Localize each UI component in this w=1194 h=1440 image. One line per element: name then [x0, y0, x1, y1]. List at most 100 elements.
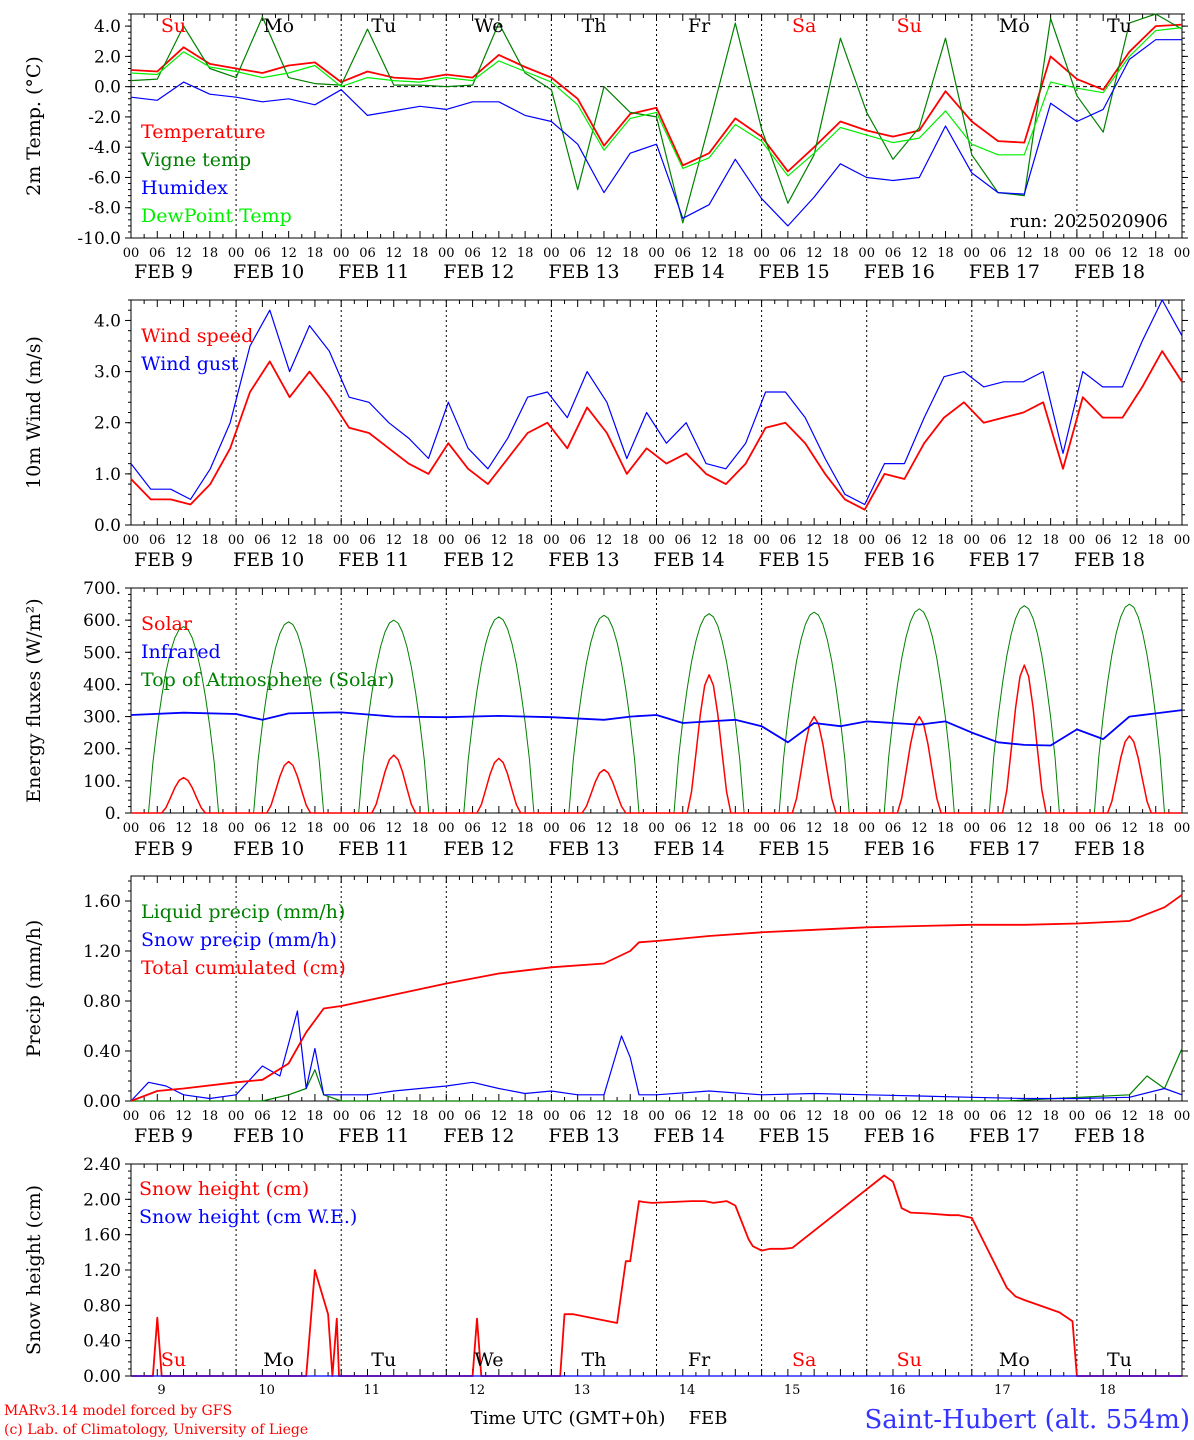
x-hour-label: 18 [832, 1109, 849, 1124]
x-hour-label: 18 [1147, 1109, 1164, 1124]
y-tick-label: 1.60 [83, 1226, 121, 1246]
series-line-dewpoint-temp [130, 27, 1183, 177]
y-tick-label: 3.0 [94, 363, 121, 383]
y-axis-label: 2m Temp. (°C) [23, 56, 45, 196]
x-hour-label: 06 [675, 821, 692, 836]
series-line-snow-precip-mm-h- [130, 1010, 1183, 1102]
x-hour-label: 18 [412, 533, 429, 548]
weekday-label: We [474, 1349, 503, 1371]
x-day-label: FEB 10 [233, 549, 304, 571]
x-hour-label: 00 [333, 246, 350, 261]
weekday-label: Mo [999, 15, 1030, 37]
legend-entry: Infrared [141, 641, 221, 663]
x-hour-label: 06 [780, 533, 797, 548]
x-day-label: FEB 16 [864, 1125, 935, 1147]
x-hour-label: 00 [333, 1109, 350, 1124]
legend-entry: Snow height (cm) [139, 1178, 309, 1200]
x-hour-label: 18 [832, 533, 849, 548]
x-hour-label: 12 [806, 246, 823, 261]
x-hour-label: 12 [491, 1109, 508, 1124]
weekday-label: Th [581, 1349, 606, 1371]
x-day-label: FEB 18 [1074, 838, 1145, 860]
x-hour-label: 12 [175, 246, 192, 261]
x-hour-label: 00 [123, 246, 140, 261]
x-hour-label: 00 [1174, 1109, 1191, 1124]
x-hour-label: 00 [858, 533, 875, 548]
panel-3: 700. 600. 500. 400. 300. 200. 100. 0. Energy flu… [23, 579, 1190, 860]
x-hour-label: 00 [648, 821, 665, 836]
x-hour-label: 06 [675, 533, 692, 548]
weekday-label: Tu [1107, 1349, 1132, 1371]
x-hour-label: 00 [123, 533, 140, 548]
x-hour-label: 12 [1016, 246, 1033, 261]
x-hour-label: 06 [359, 1109, 376, 1124]
x-hour-label: 12 [701, 533, 718, 548]
y-tick-label: 0.40 [83, 1332, 121, 1352]
y-tick-label: 1.0 [94, 465, 121, 485]
x-hour-label: 00 [1069, 821, 1086, 836]
x-hour-label: 06 [149, 1109, 166, 1124]
x-hour-label: 00 [543, 533, 560, 548]
x-hour-label: 12 [911, 821, 928, 836]
x-hour-label: 06 [675, 1109, 692, 1124]
x-hour-label: 00 [648, 1109, 665, 1124]
x-hour-label: 00 [1174, 533, 1191, 548]
x-day-label: FEB 16 [864, 838, 935, 860]
x-hour-label: 18 [1042, 533, 1059, 548]
x-day-label: FEB 13 [548, 1125, 619, 1147]
x-day-label: FEB 16 [864, 261, 935, 283]
x-hour-label: 00 [438, 821, 455, 836]
y-tick-label: 0.0 [94, 516, 121, 536]
x-hour-label: 18 [832, 246, 849, 261]
x-hour-label: 18 [622, 1109, 639, 1124]
x-hour-label: 00 [753, 246, 770, 261]
x-hour-label: 06 [464, 821, 481, 836]
x-hour-label: 06 [359, 533, 376, 548]
x-day-label: FEB 15 [759, 549, 830, 571]
x-hour-label: 18 [307, 1109, 324, 1124]
x-hour-label: 18 [412, 821, 429, 836]
x-day-label: FEB 18 [1074, 549, 1145, 571]
x-hour-label: 12 [806, 533, 823, 548]
y-tick-label: 300. [83, 708, 121, 728]
series-line-solar [131, 664, 1182, 814]
x-day-number: 14 [679, 1383, 696, 1398]
x-hour-label: 00 [543, 821, 560, 836]
x-day-label: FEB 13 [548, 838, 619, 860]
x-hour-label: 12 [491, 246, 508, 261]
x-hour-label: 18 [1042, 821, 1059, 836]
x-hour-label: 18 [937, 246, 954, 261]
weekday-label: Sa [792, 15, 816, 37]
x-hour-label: 06 [464, 533, 481, 548]
x-hour-label: 18 [412, 1109, 429, 1124]
x-day-label: FEB 9 [134, 1125, 193, 1147]
legend-entry: DewPoint Temp [141, 205, 292, 227]
x-hour-label: 00 [333, 821, 350, 836]
x-hour-label: 06 [359, 821, 376, 836]
x-hour-label: 12 [596, 1109, 613, 1124]
weekday-label: Th [581, 15, 606, 37]
legend-entry: Wind gust [141, 353, 239, 375]
x-hour-label: 18 [202, 533, 219, 548]
x-hour-label: 00 [753, 1109, 770, 1124]
x-hour-label: 00 [964, 246, 981, 261]
weekday-label: Mo [999, 1349, 1030, 1371]
x-hour-label: 00 [1174, 246, 1191, 261]
weekday-label: Su [161, 1349, 186, 1371]
x-hour-label: 12 [280, 533, 297, 548]
x-day-label: FEB 14 [653, 549, 724, 571]
y-tick-label: 2.0 [94, 414, 121, 434]
x-hour-label: 18 [202, 821, 219, 836]
x-day-label: FEB 17 [969, 1125, 1040, 1147]
panels: 4.0 2.0 0.0 -2.0 -4.0 -6.0 -8.0 -10.0 2m Temp. (… [23, 13, 1191, 1398]
y-tick-label: 0.00 [83, 1367, 121, 1387]
x-hour-label: 00 [1069, 533, 1086, 548]
x-hour-label: 06 [254, 1109, 271, 1124]
x-hour-label: 06 [464, 1109, 481, 1124]
y-tick-label: 0.00 [83, 1092, 121, 1112]
x-hour-label: 06 [990, 533, 1007, 548]
legend-entry: Top of Atmosphere (Solar) [141, 669, 394, 691]
x-hour-label: 12 [491, 821, 508, 836]
x-day-label: FEB 11 [338, 838, 409, 860]
x-hour-label: 18 [1042, 1109, 1059, 1124]
